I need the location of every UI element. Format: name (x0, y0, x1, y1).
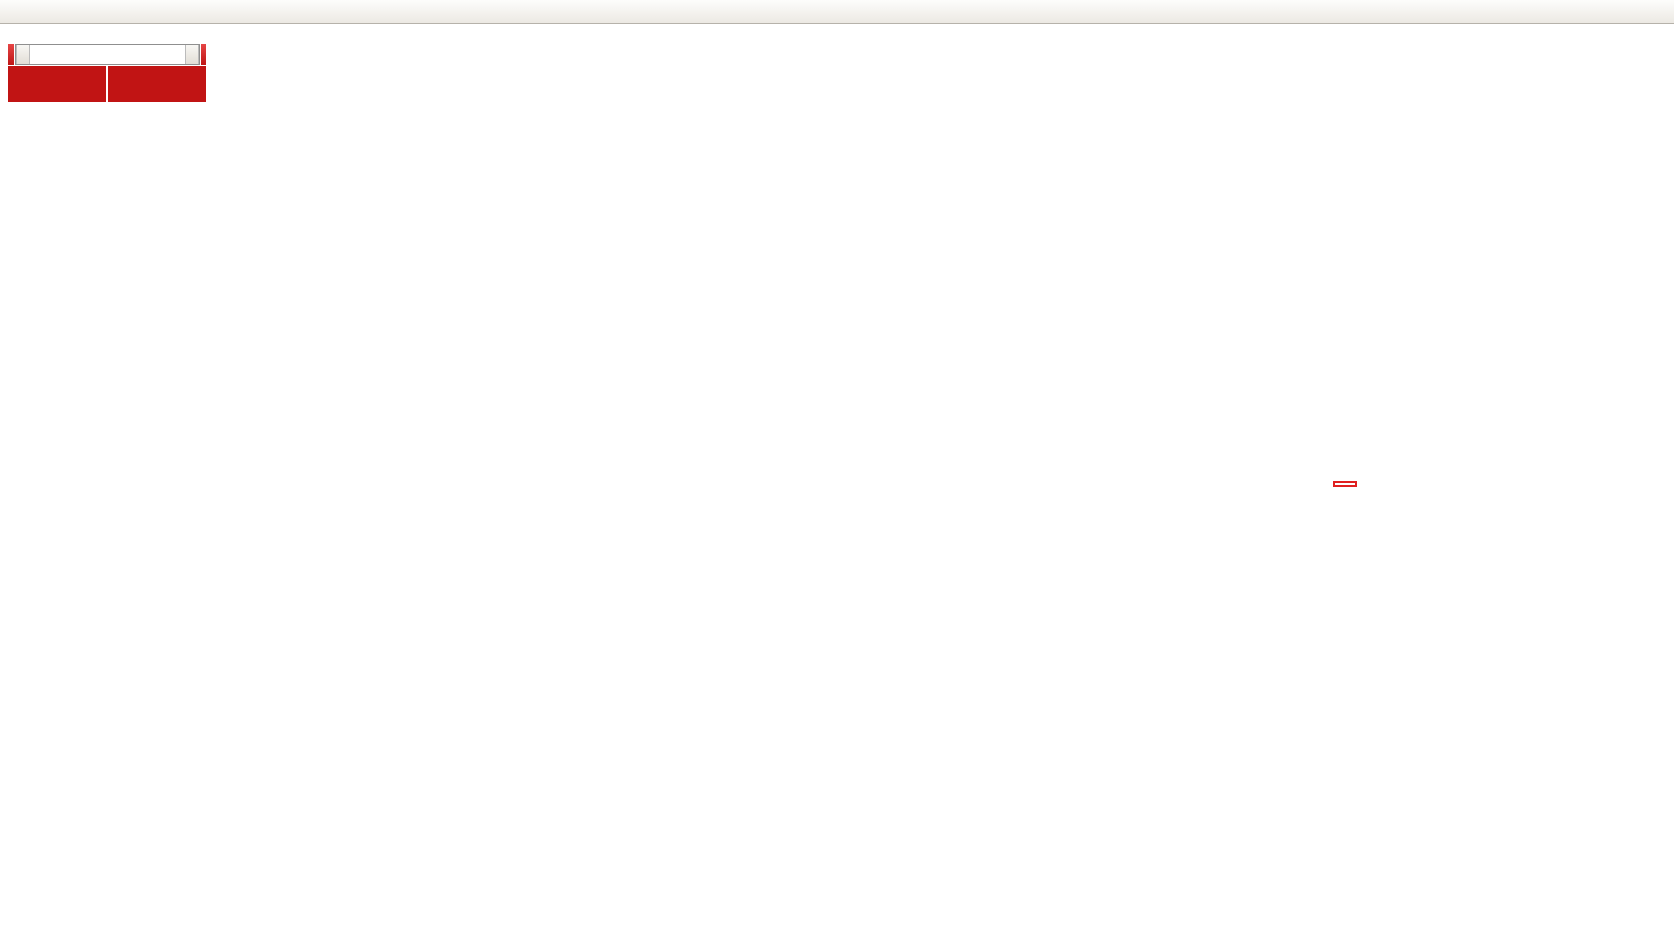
buy-price-display[interactable] (108, 66, 206, 102)
one-click-trading-panel (8, 44, 206, 102)
sell-button[interactable] (8, 44, 14, 65)
volume-input[interactable] (29, 45, 185, 64)
price-callout-label (1333, 481, 1357, 487)
sell-price-display[interactable] (8, 66, 106, 102)
volume-increase-button[interactable] (184, 45, 199, 64)
volume-box (14, 44, 200, 65)
price-chart-canvas[interactable] (0, 24, 1674, 949)
volume-decrease-button[interactable] (15, 45, 30, 64)
toolbar (0, 0, 1674, 24)
buy-button[interactable] (200, 44, 206, 65)
